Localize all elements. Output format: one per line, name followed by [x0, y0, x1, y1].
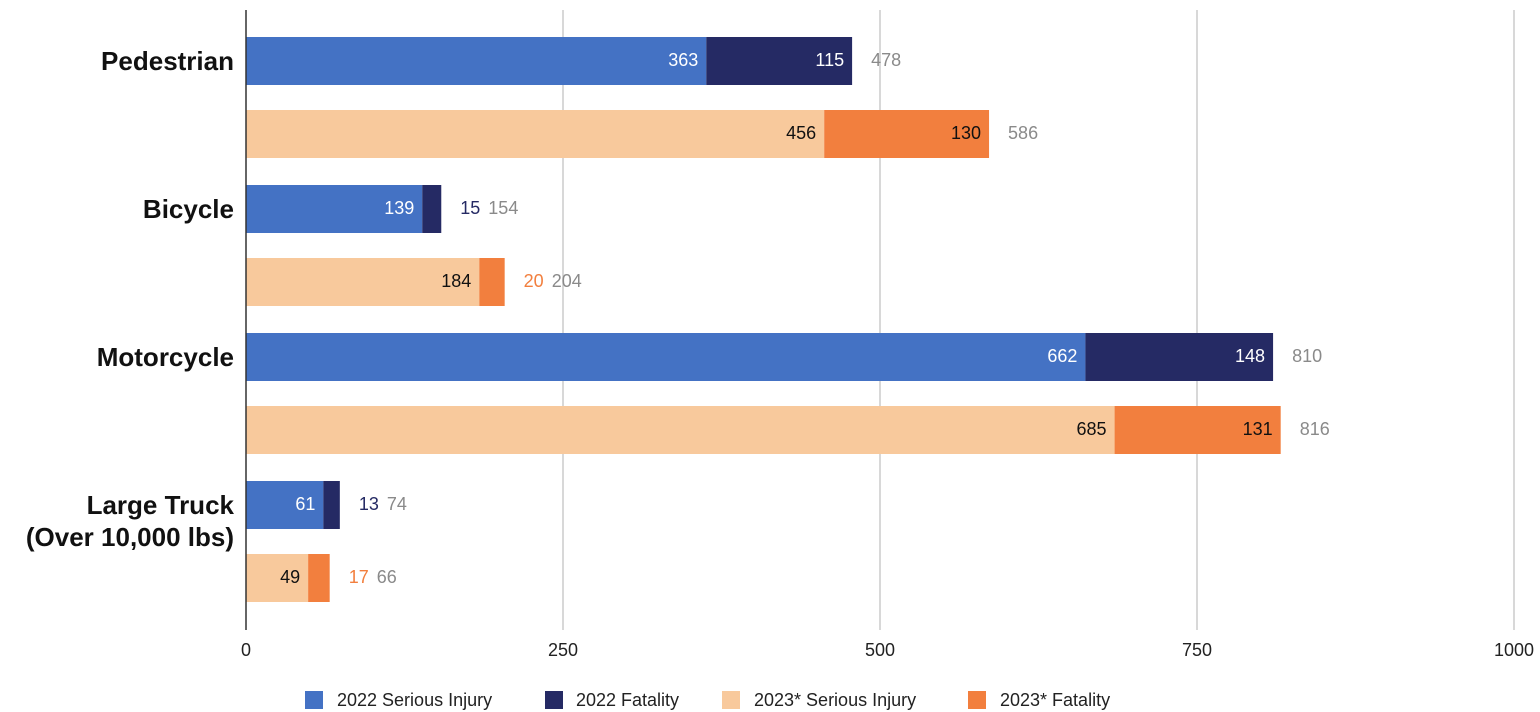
total-label: 478: [871, 50, 901, 70]
legend-swatch: [305, 691, 323, 709]
bar-segment: [246, 406, 1115, 454]
value-label: 148: [1235, 346, 1265, 366]
total-label: 74: [387, 494, 407, 514]
value-label: 17: [349, 567, 369, 587]
bar-segment: [246, 37, 707, 85]
bar-segment: [246, 185, 423, 233]
value-label: 115: [815, 50, 844, 70]
legend-swatch: [545, 691, 563, 709]
bar-segment: [479, 258, 505, 306]
bar-segment: [1114, 406, 1281, 454]
value-label: 15: [460, 198, 480, 218]
bar-segment: [246, 333, 1086, 381]
x-tick-label: 1000: [1494, 640, 1534, 660]
category-label: Bicycle: [142, 194, 234, 224]
total-label: 204: [552, 271, 582, 291]
category-label: Large Truck (Over 10,000 lbs): [25, 490, 234, 552]
total-label: 816: [1300, 419, 1330, 439]
bar-segment: [706, 37, 853, 85]
value-label: 685: [1077, 419, 1107, 439]
category-label: Motorcycle: [96, 342, 234, 372]
total-label: 66: [377, 567, 397, 587]
legend-swatch: [968, 691, 986, 709]
bar-segment: [323, 481, 340, 529]
value-label: 184: [441, 271, 471, 291]
legend-swatch: [722, 691, 740, 709]
bar-segment: [824, 110, 990, 158]
bar-segment: [1085, 333, 1274, 381]
bar-segment: [422, 185, 442, 233]
total-label: 586: [1008, 123, 1038, 143]
value-label: 363: [668, 50, 698, 70]
value-label: 130: [951, 123, 981, 143]
legend-label: 2023* Serious Injury: [754, 690, 916, 710]
value-label: 139: [384, 198, 414, 218]
x-tick-label: 750: [1182, 640, 1212, 660]
value-label: 131: [1243, 419, 1273, 439]
bar-segment: [246, 481, 324, 529]
bar-segment: [246, 110, 825, 158]
bar-segment: [308, 554, 330, 602]
value-label: 61: [295, 494, 315, 514]
bar-segment: [246, 258, 480, 306]
legend-label: 2022 Serious Injury: [337, 690, 492, 710]
bar-segment: [246, 554, 309, 602]
legend-label: 2022 Fatality: [576, 690, 679, 710]
value-label: 13: [359, 494, 379, 514]
total-label: 154: [488, 198, 518, 218]
total-label: 810: [1292, 346, 1322, 366]
value-label: 456: [786, 123, 816, 143]
x-tick-label: 0: [241, 640, 251, 660]
value-label: 662: [1047, 346, 1077, 366]
x-tick-label: 250: [548, 640, 578, 660]
legend-label: 2023* Fatality: [1000, 690, 1110, 710]
value-label: 20: [524, 271, 544, 291]
value-label: 49: [280, 567, 300, 587]
category-label: Pedestrian: [101, 46, 234, 76]
x-tick-label: 500: [865, 640, 895, 660]
